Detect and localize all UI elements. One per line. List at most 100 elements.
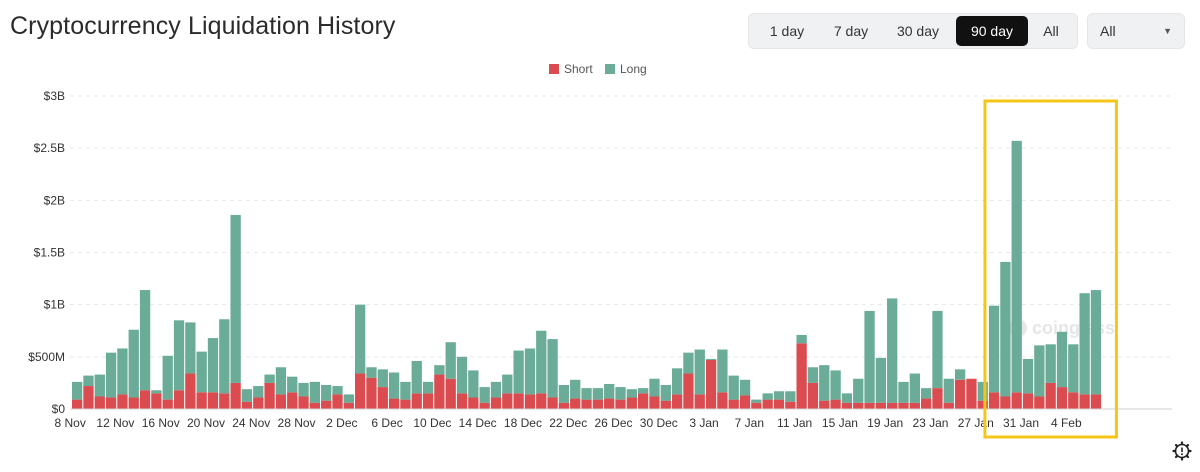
bar-long — [468, 370, 479, 398]
bar-short — [524, 394, 536, 409]
bar-short — [966, 378, 977, 409]
bar-long — [671, 368, 683, 395]
y-tick-label: $0 — [52, 402, 66, 416]
bar-short — [977, 400, 988, 409]
bar-long — [377, 369, 388, 388]
bar-long — [683, 352, 694, 374]
bar-long — [94, 374, 105, 397]
bar-short — [604, 398, 615, 409]
bar-short — [230, 382, 241, 409]
bar-long — [173, 320, 185, 391]
settings-gear-icon[interactable] — [1172, 441, 1192, 461]
x-tick-label: 28 Nov — [278, 416, 316, 430]
legend: Short Long — [549, 62, 647, 76]
bar-long — [807, 367, 819, 383]
bar-short — [173, 390, 185, 409]
bar-short — [558, 402, 570, 409]
bar-long — [139, 290, 151, 391]
bar-long — [864, 310, 875, 403]
bar-short — [117, 394, 128, 409]
bar-long — [253, 386, 264, 398]
bar-short — [547, 397, 558, 409]
watermark-text: coinglass — [1032, 318, 1115, 338]
x-tick-label: 6 Dec — [371, 416, 402, 430]
coin-select-dropdown[interactable]: All ▼ — [1087, 13, 1185, 49]
bar-long — [547, 339, 558, 398]
bar-short — [717, 392, 728, 409]
bar-short — [1034, 396, 1045, 409]
x-tick-label: 20 Nov — [187, 416, 225, 430]
x-tick-label: 8 Nov — [54, 416, 85, 430]
bar-long — [615, 387, 626, 400]
bar-long — [1011, 140, 1022, 393]
bar-short — [1090, 394, 1102, 409]
x-tick-label: 2 Dec — [326, 416, 357, 430]
range-1-day-button[interactable]: 1 day — [752, 16, 822, 46]
bar-long — [105, 352, 117, 398]
bar-long — [1000, 261, 1011, 397]
bar-short — [694, 394, 705, 409]
bar-long — [773, 391, 785, 400]
bar-long — [445, 342, 456, 379]
bar-short — [468, 397, 479, 409]
bar-long — [72, 381, 83, 400]
y-tick-label: $3B — [44, 89, 65, 103]
bar-short — [671, 394, 683, 409]
bar-short — [72, 399, 83, 409]
bar-long — [219, 319, 230, 394]
bar-long — [332, 386, 343, 395]
bar-long — [1022, 358, 1034, 394]
bar-short — [275, 394, 287, 409]
bar-short — [377, 387, 388, 409]
bar-long — [830, 370, 841, 400]
bar-short — [83, 386, 94, 409]
legend-long-swatch[interactable] — [605, 64, 615, 74]
range-30-day-button[interactable]: 30 day — [880, 16, 956, 46]
bar-short — [94, 396, 105, 409]
time-range-selector: 1 day 7 day 30 day 90 day All — [748, 13, 1078, 49]
bar-short — [581, 399, 592, 409]
bar-long — [185, 322, 196, 374]
x-tick-label: 16 Nov — [142, 416, 180, 430]
range-90-day-button[interactable]: 90 day — [956, 16, 1028, 46]
bar-long — [117, 348, 128, 395]
bar-long — [513, 350, 524, 394]
bar-long — [207, 338, 219, 393]
x-tick-label: 7 Jan — [735, 416, 764, 430]
bar-short — [773, 399, 785, 409]
bar-short — [785, 401, 796, 409]
bar-short — [841, 402, 853, 409]
bar-short — [400, 399, 411, 409]
bar-long — [570, 379, 581, 399]
bar-long — [898, 381, 909, 403]
bar-long — [604, 383, 615, 399]
x-tick-label: 11 Jan — [777, 416, 812, 430]
bar-short — [490, 397, 502, 409]
bar-short — [887, 402, 898, 409]
bar-short — [388, 398, 400, 409]
bar-long — [355, 304, 366, 374]
bar-short — [796, 343, 807, 409]
bar-long — [287, 376, 298, 393]
range-7-day-button[interactable]: 7 day — [822, 16, 880, 46]
bar-long — [921, 388, 932, 399]
x-tick-label: 4 Feb — [1051, 416, 1082, 430]
bar-short — [683, 373, 694, 409]
bar-short — [162, 399, 173, 409]
range-all-button[interactable]: All — [1028, 16, 1074, 46]
bar-long — [422, 381, 434, 394]
bar-short — [513, 393, 524, 409]
bar-short — [898, 402, 909, 409]
legend-short-swatch[interactable] — [549, 64, 559, 74]
x-tick-label: 30 Dec — [640, 416, 678, 430]
legend-long-label[interactable]: Long — [620, 62, 647, 76]
bar-short — [185, 373, 196, 409]
bar-long — [943, 378, 954, 403]
bar-long — [490, 381, 502, 398]
y-tick-label: $1.5B — [34, 246, 65, 260]
x-tick-label: 22 Dec — [549, 416, 587, 430]
x-tick-label: 10 Dec — [413, 416, 451, 430]
legend-short-label[interactable]: Short — [564, 62, 593, 76]
bar-long — [524, 348, 536, 395]
